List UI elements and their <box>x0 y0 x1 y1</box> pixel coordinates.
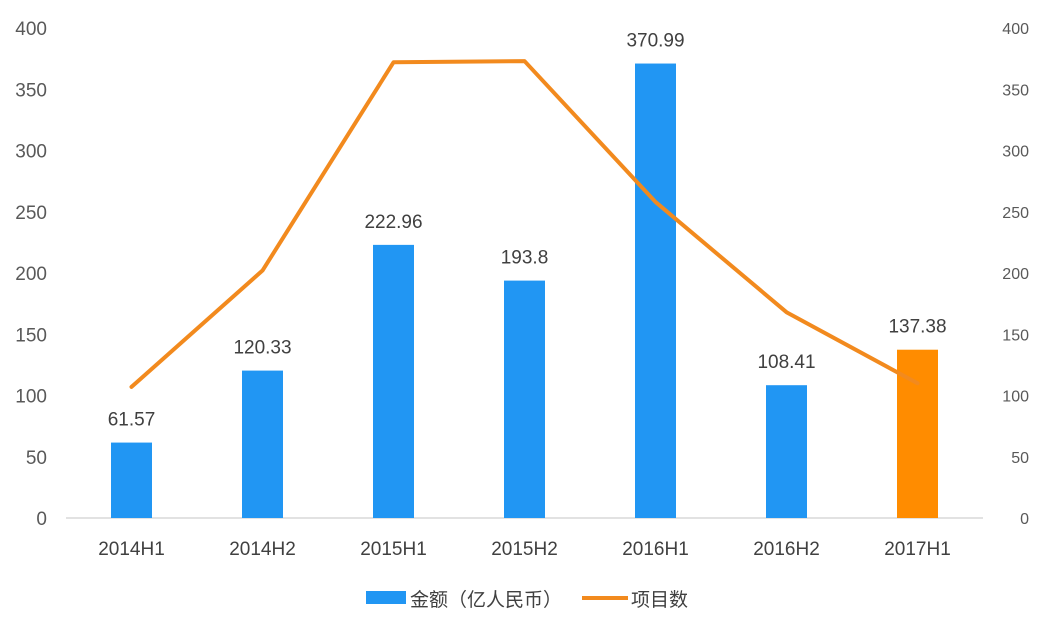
legend: 金额（亿人民币） 项目数 <box>366 589 688 611</box>
x-axis-tick-label: 2016H2 <box>753 539 820 560</box>
right-y-tick-label: 200 <box>1002 266 1029 283</box>
bar <box>635 63 676 518</box>
right-y-tick-label: 50 <box>1011 450 1029 467</box>
right-y-tick-label: 350 <box>1002 82 1029 99</box>
bar-data-label: 120.33 <box>233 338 291 359</box>
legend-bar-label: 金额（亿人民币） <box>410 589 562 611</box>
line-series <box>129 59 920 389</box>
right-y-tick-label: 150 <box>1002 327 1029 344</box>
bar-data-label: 222.96 <box>364 212 422 233</box>
data-labels: 61.57 120.33 222.96 193.8 370.99 108.41 137.38 <box>108 31 947 431</box>
x-axis-tick-label: 2017H1 <box>884 539 951 560</box>
left-y-tick-label: 200 <box>15 264 47 285</box>
right-y-tick-label: 400 <box>1002 21 1029 38</box>
right-y-axis: 0 50 100 150 200 250 300 350 400 <box>1002 21 1029 528</box>
bar <box>766 385 807 518</box>
left-y-tick-label: 300 <box>15 142 47 163</box>
right-y-tick-label: 100 <box>1002 389 1029 406</box>
bar-data-label: 61.57 <box>108 410 156 431</box>
right-y-tick-label: 250 <box>1002 205 1029 222</box>
left-y-axis: 0 50 100 150 200 250 300 350 400 <box>15 19 47 530</box>
bar-data-label: 137.38 <box>888 317 946 338</box>
bar <box>504 280 545 518</box>
x-axis-tick-label: 2014H1 <box>98 539 165 560</box>
left-y-tick-label: 100 <box>15 387 47 408</box>
legend-line-label: 项目数 <box>631 589 688 611</box>
x-axis-tick-label: 2014H2 <box>229 539 296 560</box>
bar <box>242 370 283 518</box>
x-axis-tick-labels: 2014H1 2014H2 2015H1 2015H2 2016H1 2016H2 2017… <box>98 539 951 560</box>
left-y-tick-label: 50 <box>26 448 47 469</box>
left-y-tick-label: 400 <box>15 19 47 40</box>
bar-data-label: 193.8 <box>501 248 549 269</box>
x-axis-tick-label: 2015H2 <box>491 539 558 560</box>
bar-series <box>111 63 938 518</box>
x-axis-tick-label: 2016H1 <box>622 539 689 560</box>
bar-data-label: 108.41 <box>757 352 815 373</box>
left-y-tick-label: 0 <box>36 509 47 530</box>
left-y-tick-label: 350 <box>15 80 47 101</box>
left-y-tick-label: 150 <box>15 325 47 346</box>
legend-bar-swatch <box>366 591 406 604</box>
bar <box>111 442 152 518</box>
left-y-tick-label: 250 <box>15 203 47 224</box>
x-axis-tick-label: 2015H1 <box>360 539 427 560</box>
bar <box>373 244 414 518</box>
bar-data-label: 370.99 <box>626 31 684 52</box>
right-y-tick-label: 0 <box>1020 511 1029 528</box>
right-y-tick-label: 300 <box>1002 144 1029 161</box>
